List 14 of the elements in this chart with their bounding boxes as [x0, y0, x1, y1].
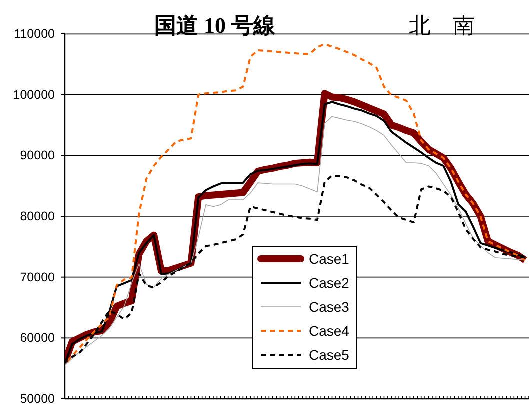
chart-title: 国道 10 号線 [154, 13, 276, 38]
y-tick-label: 60000 [20, 331, 56, 346]
y-tick-label: 100000 [13, 88, 56, 102]
y-tick-label: 70000 [20, 270, 56, 284]
legend-label: Case2 [309, 275, 350, 291]
y-tick-label: 50000 [20, 392, 56, 406]
legend-label: Case1 [309, 251, 350, 267]
legend-label: Case5 [309, 347, 350, 363]
y-tick-label: 90000 [20, 148, 56, 163]
legend-label: Case4 [309, 323, 350, 339]
annotation: 北 南 [409, 13, 475, 38]
y-tick-label: 80000 [20, 210, 56, 224]
legend-label: Case3 [309, 299, 350, 315]
y-tick-label: 110000 [14, 27, 56, 41]
